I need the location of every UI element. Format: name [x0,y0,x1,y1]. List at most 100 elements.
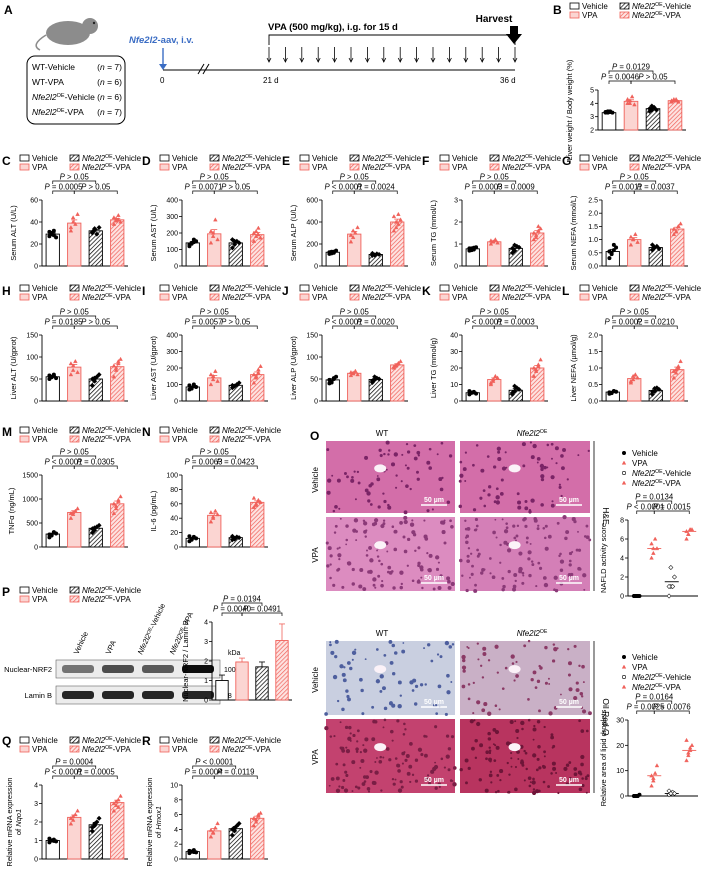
cell-nucleus [438,477,443,482]
legend-marker-3 [621,480,627,485]
panel-letter-R: R [142,734,151,748]
band-1-2 [142,691,174,699]
legend-vpa-label: VPA [582,11,598,20]
cell-nucleus [334,505,338,509]
cell-nucleus [411,773,415,777]
bracket-label: P > 0.05 [480,173,510,182]
data-point-2-5 [92,375,98,381]
data-point-3-3 [538,226,543,231]
cell-nucleus [499,778,502,782]
bracket-label: P = 0.0057 [185,318,223,327]
cell-nucleus [512,524,516,528]
data-point-3-3 [258,810,263,815]
y-tick-label: 1000 [22,497,38,504]
legend-oe-vpa-label: Nfe2l2OE-VPA [222,293,271,302]
cell-nucleus [345,748,351,754]
data-point-1-5 [490,239,496,244]
data-point-3-0 [251,380,257,385]
data-point-1-5 [350,228,356,233]
legend-oe-vehicle-swatch [489,154,500,162]
y-tick-label: 1 [204,678,208,685]
group-n-2: (n = 6) [97,92,122,102]
bracket-line [608,70,654,74]
cell-nucleus [474,583,477,587]
data-point-3-4 [251,495,257,500]
bracket-label: P < 0.0001 [195,758,233,767]
cell-nucleus [411,519,414,522]
cell-nucleus [530,560,534,563]
cell-nucleus [365,529,368,532]
cell-nucleus [340,746,345,751]
cell-nucleus [487,731,491,736]
data-point-3-5 [686,750,691,755]
cell-nucleus [387,505,392,510]
data-point-3-6 [256,370,261,375]
data-point-2-3 [656,386,662,392]
data-point-2-3 [516,386,522,392]
cell-nucleus [358,584,363,589]
data-point-3-0 [531,373,537,378]
data-point-2-4 [89,229,95,235]
data-point-2-5 [649,107,655,113]
data-point-3-4 [671,226,677,231]
legend-vehicle-label: Vehicle [452,284,478,293]
cell-nucleus [362,587,367,592]
y-tick-label: 3 [34,801,38,808]
cell-nucleus [480,468,485,473]
cell-nucleus [403,722,406,726]
cell-nucleus [499,561,502,564]
bracket-label: P > 0.05 [60,308,90,317]
cell-nucleus [540,503,544,507]
he-wt-vehicle: 50 µm [326,440,455,515]
scale-text: 50 µm [424,699,444,706]
data-point-0-6 [51,373,56,378]
cell-nucleus [434,786,438,790]
data-point-1-0 [208,519,214,524]
cell-nucleus [543,750,546,754]
cell-nucleus [400,480,403,483]
cell-nucleus [326,448,330,452]
cell-nucleus [475,528,478,531]
data-point-3-6 [673,98,679,103]
data-point-1-5 [70,510,76,515]
data-point-0-6 [611,242,616,247]
y-label-gene: of Hmox1 [154,806,163,838]
cell-nucleus [573,772,578,777]
data-point-2-3 [96,372,102,378]
data-point-3-6 [396,360,401,365]
bracket-label: P = 0.0004 [55,758,94,767]
legend-oe-vpa-swatch [629,163,640,171]
cell-nucleus [426,643,431,647]
legend-vehicle-swatch [569,2,580,10]
legend-oe-vpa-swatch [629,293,640,301]
cell-nucleus [369,770,373,774]
cell-nucleus [441,530,446,535]
cell-nucleus [547,534,552,539]
cell-nucleus [512,587,517,592]
cell-nucleus [491,575,496,580]
cell-nucleus [446,576,451,581]
band-0-2 [142,665,174,673]
data-point-1-5 [350,370,356,375]
cell-nucleus [467,547,471,550]
tissue [326,517,455,591]
cell-nucleus [385,440,390,445]
cell-nucleus [393,452,399,457]
legend-vpa-swatch [569,11,580,19]
legend-vpa-swatch [19,435,30,443]
cell-nucleus [505,522,508,525]
cell-nucleus [366,549,368,552]
bracket-label: P = 0.0005 [45,183,84,192]
col-wt: WT [376,429,389,438]
cell-nucleus [374,760,377,763]
cell-nucleus [395,486,398,489]
cell-nucleus [332,674,338,680]
cell-nucleus [416,470,419,474]
kda-label: kDa [228,650,241,657]
cell-nucleus [554,446,559,451]
cell-nucleus [485,750,490,755]
bracket-label: P = 0.0024 [357,183,396,192]
